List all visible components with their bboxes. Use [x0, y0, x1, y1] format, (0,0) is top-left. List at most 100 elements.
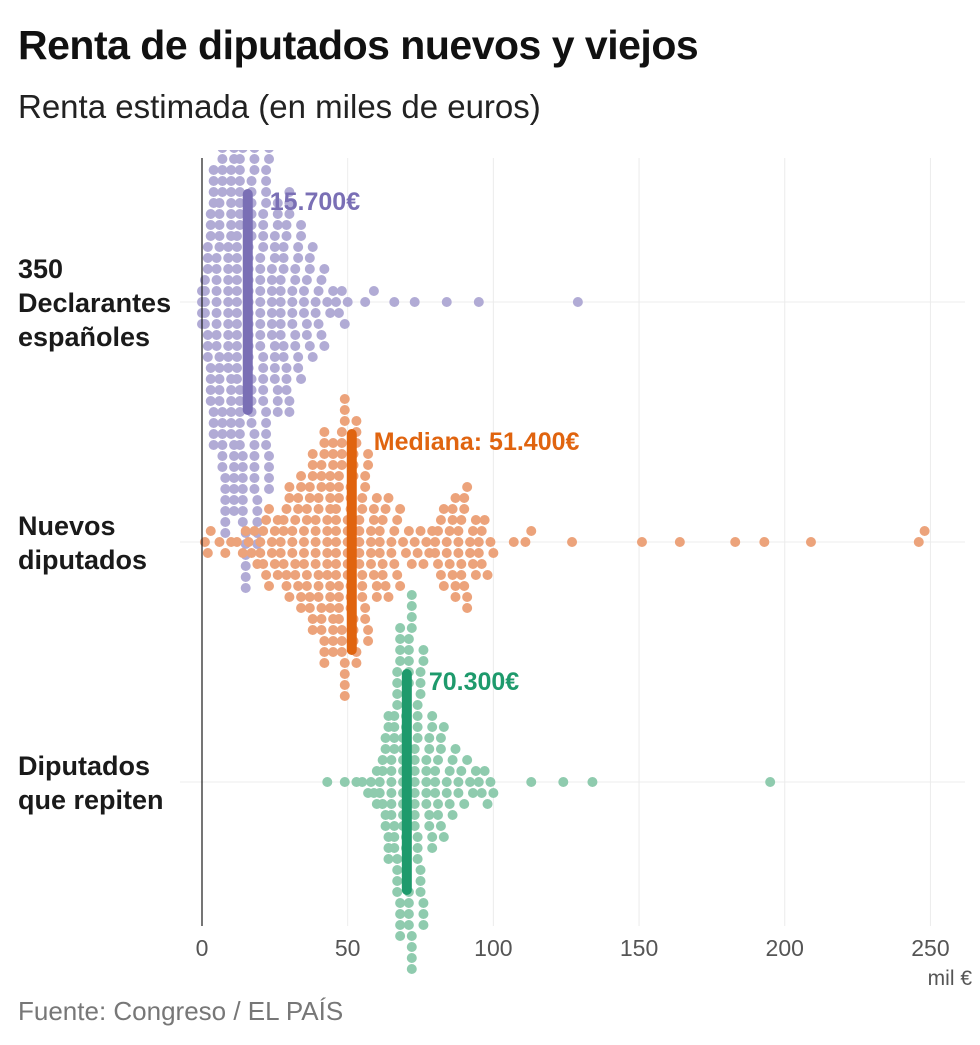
data-point [368, 504, 379, 514]
data-point [412, 854, 423, 864]
data-point [214, 209, 225, 219]
data-point [389, 843, 400, 853]
data-point [403, 634, 414, 644]
data-point [284, 592, 295, 602]
data-point [264, 150, 274, 153]
data-point [357, 777, 368, 787]
data-point [351, 658, 362, 668]
data-point [319, 341, 330, 351]
data-point [392, 570, 403, 580]
outlier-point [473, 297, 484, 307]
data-point [202, 352, 213, 362]
data-point [427, 832, 438, 842]
data-point [301, 275, 312, 285]
data-point [453, 788, 464, 798]
data-point [462, 592, 473, 602]
median-label: 15.700€ [270, 188, 360, 216]
data-point [328, 625, 339, 635]
data-point [214, 537, 225, 547]
data-point [441, 548, 452, 558]
data-point [328, 460, 339, 470]
data-point [453, 526, 464, 536]
data-point [450, 744, 461, 754]
data-point [409, 810, 420, 820]
outlier-point [508, 537, 519, 547]
data-point [211, 330, 222, 340]
data-point [258, 396, 269, 406]
data-point [339, 680, 350, 690]
data-point [386, 548, 397, 558]
data-point [351, 416, 362, 426]
data-point [249, 440, 260, 450]
data-point [237, 473, 248, 483]
data-point [357, 504, 368, 514]
data-point [336, 449, 347, 459]
data-point [275, 286, 286, 296]
data-point [226, 385, 237, 395]
data-point [313, 504, 324, 514]
data-point [331, 570, 342, 580]
data-point [430, 537, 441, 547]
data-point [435, 821, 446, 831]
data-point [430, 548, 441, 558]
data-point [255, 537, 266, 547]
data-point [261, 429, 272, 439]
data-point [368, 570, 379, 580]
data-point [418, 559, 429, 569]
data-point [304, 264, 315, 274]
data-point [307, 471, 318, 481]
data-point [278, 341, 289, 351]
data-point [258, 374, 269, 384]
chart-title: Renta de diputados nuevos y viejos [18, 22, 699, 68]
data-point [202, 242, 213, 252]
data-point [456, 570, 467, 580]
data-point [231, 231, 242, 241]
data-point [392, 515, 403, 525]
data-point [208, 165, 219, 175]
data-point [249, 473, 260, 483]
data-point [386, 788, 397, 798]
data-point [433, 755, 444, 765]
data-point [287, 537, 298, 547]
data-point [266, 275, 277, 285]
data-point [220, 506, 231, 516]
data-point [281, 231, 292, 241]
data-point [261, 176, 272, 186]
data-point [231, 537, 242, 547]
data-point [293, 363, 304, 373]
data-point [278, 559, 289, 569]
data-point [281, 363, 292, 373]
data-point [368, 515, 379, 525]
data-point [476, 559, 487, 569]
data-point [360, 614, 371, 624]
outlier-point [572, 297, 583, 307]
data-point [389, 744, 400, 754]
data-point [223, 341, 234, 351]
data-point [392, 887, 403, 897]
data-point [453, 777, 464, 787]
data-point [467, 559, 478, 569]
data-point [386, 755, 397, 765]
data-point [462, 603, 473, 613]
data-point [298, 308, 309, 318]
data-point [266, 537, 277, 547]
data-point [261, 515, 272, 525]
data-point [307, 242, 318, 252]
median-label: 70.300€ [429, 668, 519, 696]
data-point [223, 264, 234, 274]
data-point [342, 297, 353, 307]
data-point [211, 253, 222, 263]
data-point [272, 407, 283, 417]
data-point [339, 416, 350, 426]
data-point [281, 570, 292, 580]
data-point [406, 942, 417, 952]
data-point [418, 920, 429, 930]
data-point [333, 614, 344, 624]
outlier-point [674, 537, 685, 547]
data-point [255, 319, 266, 329]
data-point [226, 165, 237, 175]
data-point [421, 788, 432, 798]
data-point [298, 526, 309, 536]
data-point [290, 264, 301, 274]
data-point [211, 297, 222, 307]
